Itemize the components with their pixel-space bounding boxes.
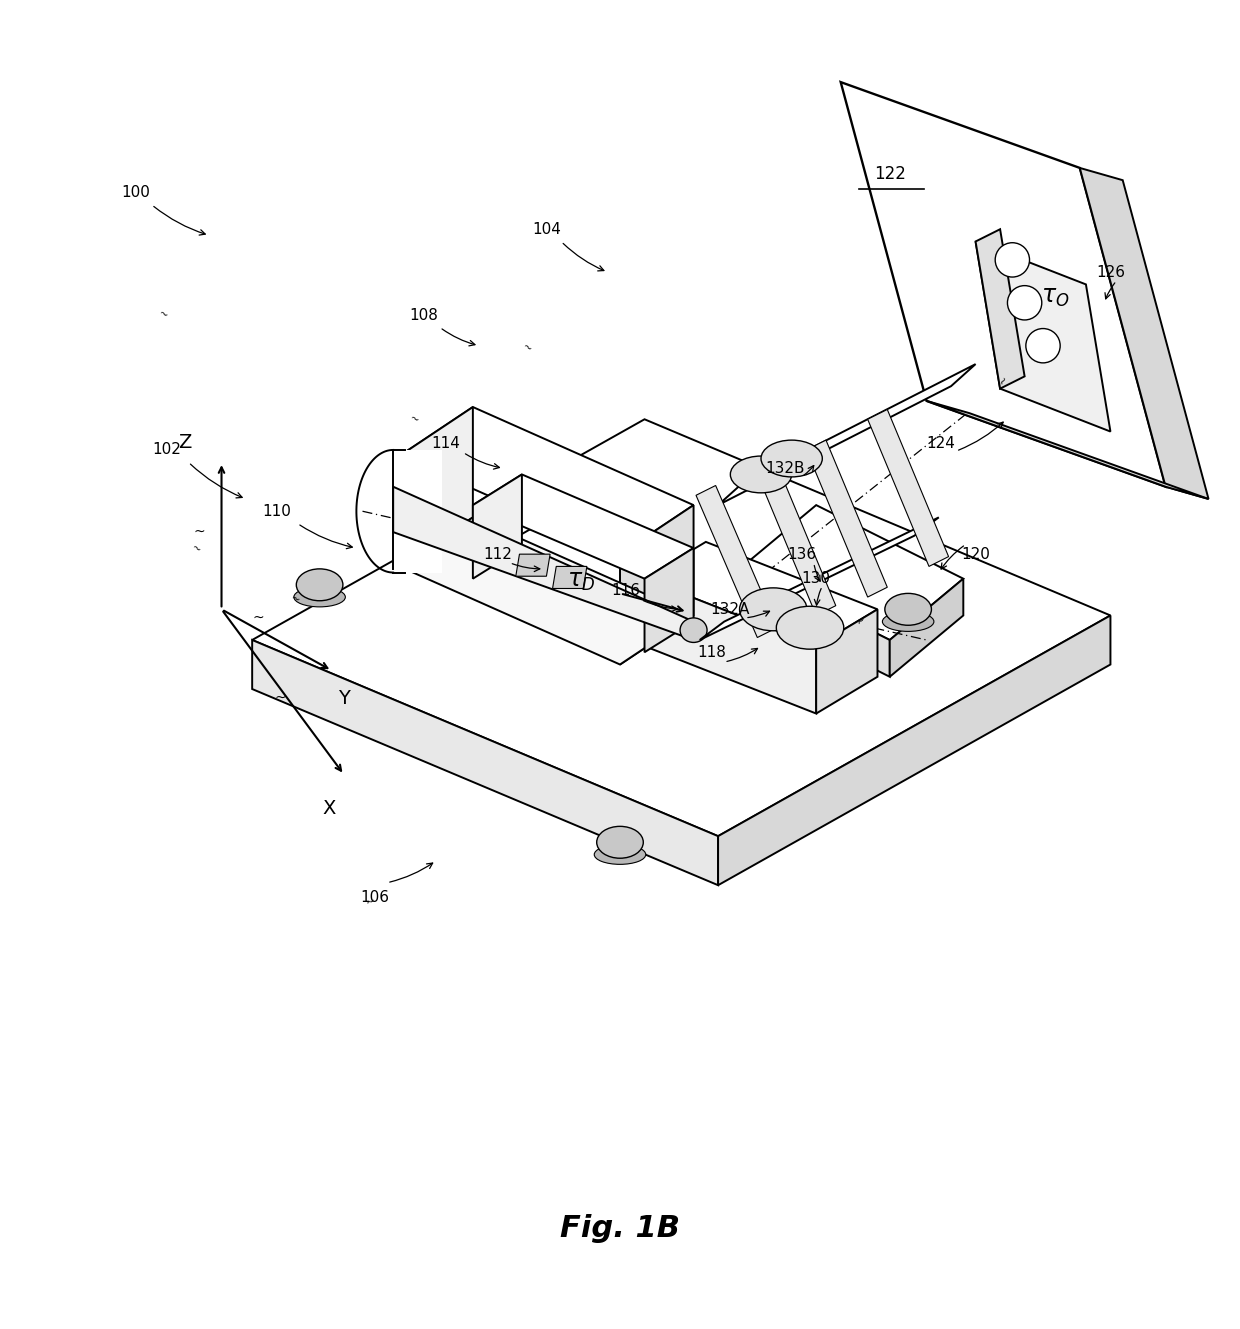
Text: ~: ~ bbox=[193, 525, 206, 538]
Polygon shape bbox=[472, 474, 522, 578]
Text: 122: 122 bbox=[874, 165, 905, 183]
Polygon shape bbox=[976, 242, 1111, 432]
Ellipse shape bbox=[739, 587, 807, 631]
Ellipse shape bbox=[730, 456, 791, 493]
Polygon shape bbox=[718, 364, 976, 505]
Text: ~: ~ bbox=[190, 542, 203, 556]
Polygon shape bbox=[399, 407, 472, 566]
Text: 124: 124 bbox=[926, 436, 956, 452]
Polygon shape bbox=[399, 517, 693, 664]
Text: ~: ~ bbox=[1061, 308, 1074, 322]
Text: 110: 110 bbox=[262, 504, 291, 518]
Text: 114: 114 bbox=[432, 436, 460, 452]
Polygon shape bbox=[645, 542, 878, 646]
Polygon shape bbox=[472, 474, 693, 578]
Text: Y: Y bbox=[339, 688, 350, 708]
Text: ~: ~ bbox=[993, 373, 1007, 387]
Text: 126: 126 bbox=[1096, 264, 1125, 279]
Text: 132B: 132B bbox=[766, 461, 805, 476]
Polygon shape bbox=[553, 566, 587, 589]
Ellipse shape bbox=[776, 606, 843, 649]
Text: 130: 130 bbox=[802, 571, 831, 586]
Polygon shape bbox=[1080, 167, 1209, 498]
Polygon shape bbox=[806, 440, 888, 597]
Polygon shape bbox=[890, 578, 963, 676]
Text: ~: ~ bbox=[365, 896, 377, 908]
Polygon shape bbox=[976, 229, 1024, 388]
Polygon shape bbox=[743, 566, 890, 676]
Polygon shape bbox=[516, 554, 551, 577]
Polygon shape bbox=[620, 505, 693, 664]
Text: ~: ~ bbox=[274, 690, 286, 704]
Text: ~: ~ bbox=[289, 593, 301, 606]
Polygon shape bbox=[718, 615, 1111, 885]
Text: ~: ~ bbox=[408, 413, 420, 427]
Ellipse shape bbox=[596, 827, 644, 859]
Ellipse shape bbox=[296, 569, 343, 601]
Ellipse shape bbox=[761, 440, 822, 477]
Text: $\tau_D$: $\tau_D$ bbox=[567, 569, 595, 593]
Polygon shape bbox=[393, 451, 443, 573]
Text: 102: 102 bbox=[153, 443, 181, 457]
Text: ~: ~ bbox=[520, 342, 533, 355]
Text: 108: 108 bbox=[409, 307, 438, 323]
Ellipse shape bbox=[883, 611, 934, 631]
Polygon shape bbox=[696, 485, 777, 638]
Text: 116: 116 bbox=[611, 583, 641, 598]
Text: Fig. 1B: Fig. 1B bbox=[560, 1213, 680, 1243]
Circle shape bbox=[1007, 286, 1042, 320]
Polygon shape bbox=[699, 517, 939, 641]
Polygon shape bbox=[645, 548, 693, 653]
Text: 120: 120 bbox=[961, 546, 990, 562]
Text: 118: 118 bbox=[698, 645, 727, 659]
Text: 112: 112 bbox=[482, 546, 512, 562]
Polygon shape bbox=[252, 419, 1111, 836]
Ellipse shape bbox=[594, 845, 646, 864]
Polygon shape bbox=[620, 573, 663, 646]
Polygon shape bbox=[926, 401, 1209, 498]
Text: ~: ~ bbox=[156, 308, 170, 322]
Text: 106: 106 bbox=[361, 890, 389, 905]
Ellipse shape bbox=[885, 593, 931, 625]
Polygon shape bbox=[497, 524, 663, 597]
Polygon shape bbox=[393, 486, 693, 641]
Ellipse shape bbox=[680, 618, 707, 642]
Circle shape bbox=[1025, 328, 1060, 363]
Polygon shape bbox=[868, 409, 949, 566]
Polygon shape bbox=[645, 578, 816, 714]
Text: X: X bbox=[322, 799, 336, 819]
Polygon shape bbox=[252, 641, 718, 885]
Polygon shape bbox=[497, 548, 620, 646]
Polygon shape bbox=[755, 459, 836, 615]
Polygon shape bbox=[816, 609, 878, 714]
Ellipse shape bbox=[294, 587, 346, 607]
Text: 136: 136 bbox=[787, 546, 816, 562]
Circle shape bbox=[996, 243, 1029, 276]
Polygon shape bbox=[399, 407, 693, 554]
Text: 100: 100 bbox=[122, 185, 150, 199]
Text: ~: ~ bbox=[851, 613, 864, 626]
Text: ~: ~ bbox=[253, 610, 264, 625]
Text: 104: 104 bbox=[532, 222, 560, 237]
Text: $\tau_O$: $\tau_O$ bbox=[1042, 284, 1070, 308]
Text: 132A: 132A bbox=[711, 602, 750, 617]
Text: Z: Z bbox=[179, 433, 191, 452]
Polygon shape bbox=[841, 82, 1166, 486]
Polygon shape bbox=[743, 505, 963, 641]
